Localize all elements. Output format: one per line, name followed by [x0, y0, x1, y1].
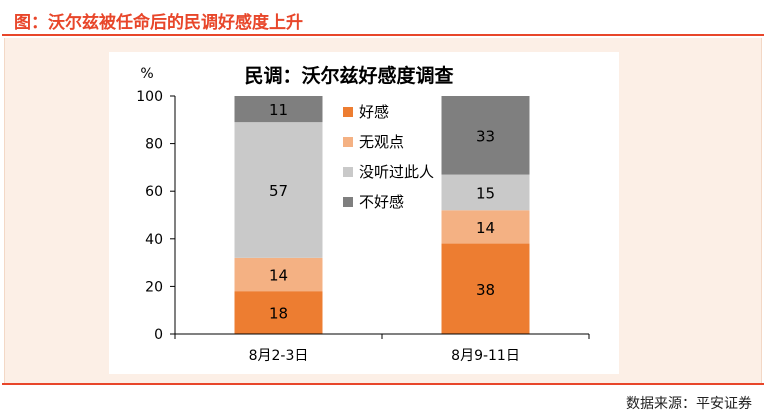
y-tick-label: 80: [145, 137, 163, 153]
legend-swatch: [343, 197, 353, 207]
x-tick-label: 8月9-11日: [451, 348, 520, 364]
legend-label: 没听过此人: [359, 163, 434, 181]
y-tick-label: 20: [145, 279, 163, 295]
data-label: 33: [476, 127, 495, 145]
data-label: 38: [476, 281, 495, 299]
legend-swatch: [343, 167, 353, 177]
bar-segment: [234, 257, 323, 292]
bar-segment: [441, 243, 530, 334]
legend-label: 不好感: [359, 193, 404, 211]
legend-swatch: [343, 137, 353, 147]
data-label: 14: [476, 219, 495, 237]
chart-card: 民调：沃尔兹好感度调查 % 0 20 40 60 80 100 18 14 57 11 38 14 1…: [109, 52, 619, 374]
y-tick-label: 40: [145, 232, 163, 248]
figure-footer: 数据来源：平安证券: [2, 383, 764, 417]
legend-swatch: [343, 107, 353, 117]
y-tick-label: 100: [136, 89, 163, 105]
data-label: 14: [269, 267, 288, 285]
y-axis-label: %: [140, 66, 153, 82]
y-tick-label: 60: [145, 184, 163, 200]
legend-label: 好感: [359, 103, 389, 121]
bar-segment: [234, 291, 323, 334]
chart-title: 民调：沃尔兹好感度调查: [244, 64, 454, 87]
data-source: 数据来源：平安证券: [626, 396, 752, 412]
y-axis: 0 20 40 60 80 100: [136, 89, 176, 343]
bar-segment: [441, 96, 530, 175]
legend-label: 无观点: [359, 133, 404, 151]
data-label: 18: [269, 305, 288, 323]
bar-segment: [234, 96, 323, 123]
data-label: 11: [269, 101, 288, 119]
data-label: 57: [269, 182, 288, 200]
data-label: 15: [476, 184, 495, 202]
bar-segment: [234, 122, 323, 258]
x-axis: 8月2-3日 8月9-11日: [174, 333, 590, 364]
bar-segment: [441, 210, 530, 244]
bars: 18 14 57 11 38 14 15 33: [234, 96, 530, 334]
y-tick-label: 0: [154, 327, 163, 343]
x-tick-label: 8月2-3日: [249, 348, 309, 364]
figure-header: 图：沃尔兹被任命后的民调好感度上升: [2, 2, 764, 36]
figure-title: 图：沃尔兹被任命后的民调好感度上升: [14, 13, 303, 33]
bar-segment: [441, 174, 530, 211]
